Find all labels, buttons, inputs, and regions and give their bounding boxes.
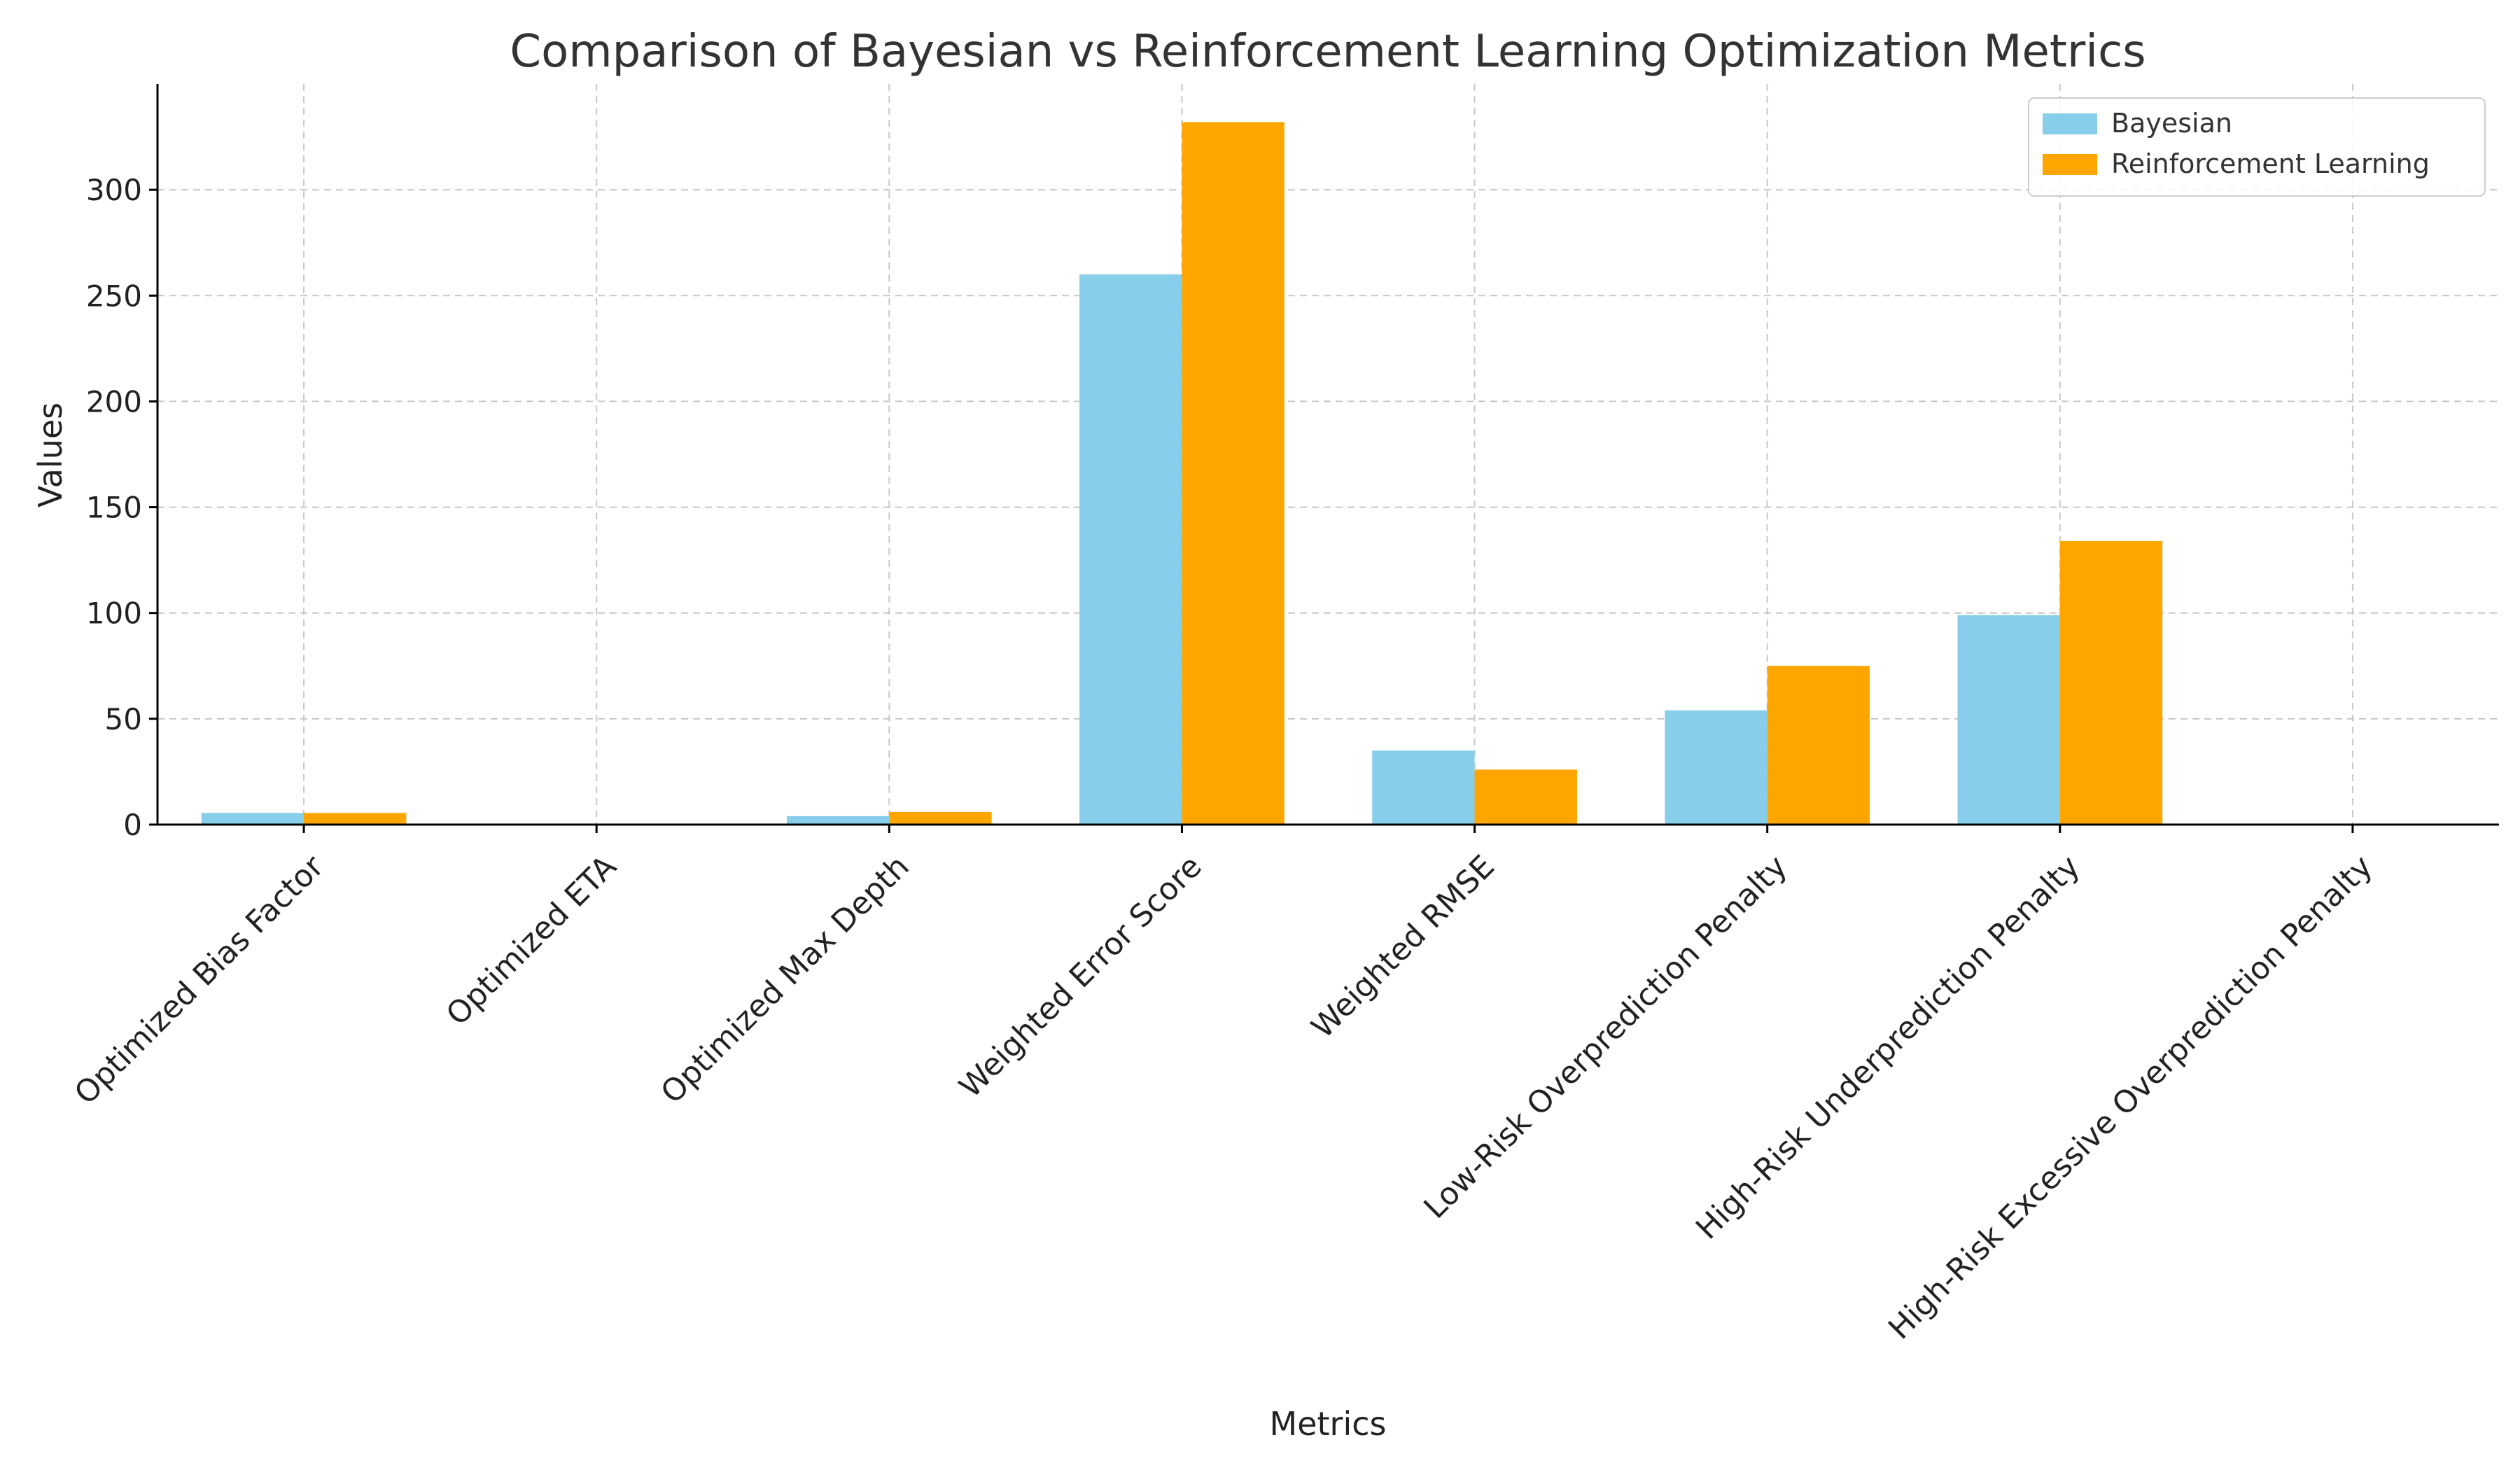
- y-axis-ticks: 0 50 100 150 200 250 300: [86, 173, 158, 842]
- bar-bayesian: [1957, 615, 2060, 825]
- legend-label: Reinforcement Learning: [2111, 148, 2430, 179]
- bar-bayesian: [1079, 274, 1182, 825]
- legend-swatch: [2043, 154, 2097, 175]
- legend-label: Bayesian: [2111, 108, 2232, 139]
- bar-bayesian: [201, 813, 304, 825]
- bar-reinforcement-learning: [889, 811, 992, 825]
- chart-title: Comparison of Bayesian vs Reinforcement …: [510, 26, 2146, 78]
- y-tick-label: 0: [123, 808, 142, 842]
- bar-reinforcement-learning: [2059, 540, 2163, 825]
- x-tick-label: Optimized Max Depth: [654, 848, 916, 1110]
- legend: Bayesian Reinforcement Learning: [2028, 97, 2486, 197]
- x-tick-label: Optimized Bias Factor: [68, 848, 331, 1112]
- legend-frame: [2028, 97, 2486, 197]
- bar-bayesian: [786, 816, 890, 825]
- bar-bayesian: [1665, 710, 1768, 825]
- x-tick-label: High-Risk Excessive Overprediction Penal…: [1882, 848, 2379, 1346]
- x-axis-label: Metrics: [1270, 1405, 1387, 1443]
- x-tick-label: Weighted Error Score: [953, 848, 1209, 1105]
- y-tick-label: 100: [86, 596, 142, 631]
- y-axis-label: Values: [31, 402, 69, 507]
- y-tick-label: 250: [86, 279, 142, 313]
- y-tick-label: 300: [86, 173, 142, 207]
- bar-bayesian: [1372, 750, 1475, 825]
- bar-reinforcement-learning: [1767, 666, 1870, 825]
- x-tick-label: Optimized ETA: [440, 848, 624, 1032]
- y-tick-label: 150: [86, 491, 142, 525]
- x-axis-ticks: Optimized Bias Factor Optimized ETA Optimi…: [68, 825, 2379, 1346]
- x-tick-label: Weighted RMSE: [1305, 848, 1502, 1045]
- bars: [201, 122, 2163, 825]
- bar-reinforcement-learning: [1474, 769, 1577, 825]
- axes: [156, 84, 2499, 826]
- y-tick-label: 50: [105, 702, 142, 736]
- bar-reinforcement-learning: [1182, 122, 1284, 825]
- bar-reinforcement-learning: [304, 813, 407, 825]
- legend-swatch: [2043, 113, 2097, 134]
- x-tick-label: Low-Risk Overprediction Penalty: [1417, 848, 1794, 1226]
- y-tick-label: 200: [86, 384, 142, 419]
